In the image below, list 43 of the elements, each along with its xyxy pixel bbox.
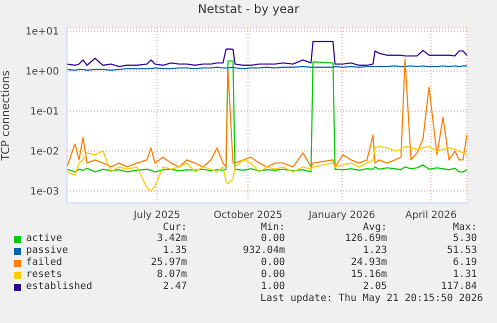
text: Min: [260,222,285,233]
y-tick-label: 1e-03 [30,186,59,198]
text: 8.07m [156,269,187,280]
text: 0.00 [260,233,285,244]
text: 0.00 [260,257,285,268]
x-tick-label: January 2026 [308,210,376,222]
text: 1.00 [260,281,285,292]
text: 6.19 [452,257,477,268]
text: 3.42m [156,233,187,244]
legend-label: passive [26,245,68,256]
text: 932.04m [242,245,285,256]
text: 15.16m [350,269,387,280]
y-tick-label: 1e-02 [30,146,59,158]
text: 126.69m [344,233,387,244]
text: Max: [452,222,477,233]
text: 51.53 [446,245,477,256]
legend-label: failed [26,257,62,268]
text: 2.05 [362,281,387,292]
y-tick-label: 1e+00 [25,66,59,78]
legend-label: established [26,281,92,292]
text: 117.84 [440,281,477,292]
x-tick-label: April 2026 [405,210,457,222]
text: Avg: [362,222,387,233]
text: 2.47 [162,281,187,292]
text: 1.31 [452,269,477,280]
text: Last update: Thu May 21 20:15:50 2026 [260,293,483,304]
text: 0.00 [260,269,285,280]
line-series [67,40,467,68]
y-tick-label: 1e-01 [30,106,59,118]
text: 1.35 [162,245,187,256]
y-tick-label: 1e+01 [25,26,59,38]
text: 1.23 [362,245,387,256]
legend-label: resets [26,269,62,280]
line-series [67,146,467,192]
text: Cur: [162,222,187,233]
x-tick-label: July 2025 [132,210,180,222]
chart-title: Netstat - by year [196,2,300,16]
x-tick-label: October 2025 [214,210,282,222]
text: 25.97m [150,257,187,268]
y-axis-title: TCP connections [0,70,12,162]
text: 5.30 [452,233,477,244]
legend-label: active [26,233,62,244]
text: 24.93m [350,257,387,268]
